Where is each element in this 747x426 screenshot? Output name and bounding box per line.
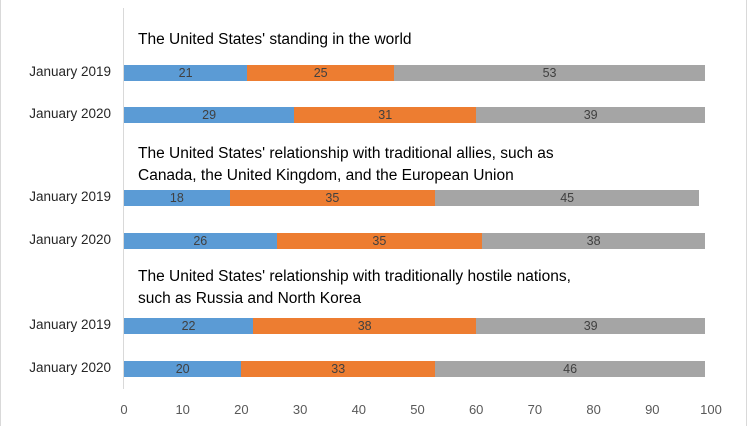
bar-segment-blue [124,107,295,123]
data-label: 18 [169,191,184,205]
bar-segment-blue [124,190,230,206]
x-tick-label: 10 [175,402,190,417]
data-label: 39 [583,319,598,333]
x-tick-label: 70 [527,402,543,417]
bar-segment-blue [124,65,248,81]
x-tick-label: 30 [292,402,308,417]
bar-segment-gray [435,361,706,377]
bar-segment-blue [124,361,242,377]
row-label: January 2020 [29,232,111,247]
data-label: 21 [178,66,193,80]
x-tick-label: 90 [645,402,660,417]
bar-segment-orange [229,190,436,206]
group-title: The United States' relationship with tra… [138,268,571,307]
bar-segment-orange [241,361,436,377]
data-label: 38 [586,234,601,248]
data-label: 26 [193,234,208,248]
x-tick-label: 60 [468,402,484,417]
data-label: 33 [331,362,346,376]
data-label: 35 [325,191,340,205]
y-axis-line [123,8,124,389]
x-tick-label: 80 [586,402,601,417]
bar-segment-orange [294,107,477,123]
row-label: January 2019 [29,64,111,79]
bar-segment-orange [276,233,483,249]
bar-segment-orange [247,65,395,81]
bar-segment-blue [124,233,277,249]
data-label: 20 [175,362,190,376]
data-label: 53 [542,66,557,80]
x-tick-label: 40 [351,402,367,417]
data-label: 22 [181,319,196,333]
bar-segment-gray [482,233,706,249]
bar-segment-gray [394,65,706,81]
bar-segment-gray [435,190,700,206]
row-label: January 2020 [29,360,111,375]
data-label: 46 [563,362,578,376]
x-tick-label: 100 [700,402,722,417]
row-label: January 2019 [29,317,111,332]
x-tick-label: 50 [410,402,425,417]
data-label: 39 [583,108,598,122]
row-label: January 2019 [29,189,111,204]
row-label: January 2020 [29,106,111,121]
data-label: 31 [378,108,393,122]
group-title: The United States' standing in the world [138,31,412,48]
x-tick-label: 0 [120,402,128,417]
bar-segment-gray [476,107,706,123]
data-label: 45 [560,191,575,205]
bar-segment-orange [253,318,477,334]
x-tick-label: 20 [234,402,249,417]
data-label: 35 [372,234,387,248]
group-title: The United States' relationship with tra… [138,145,554,184]
bar-segment-gray [476,318,706,334]
data-label: 25 [313,66,328,80]
bar-segment-blue [124,318,254,334]
data-label: 29 [202,108,217,122]
data-label: 38 [357,319,372,333]
